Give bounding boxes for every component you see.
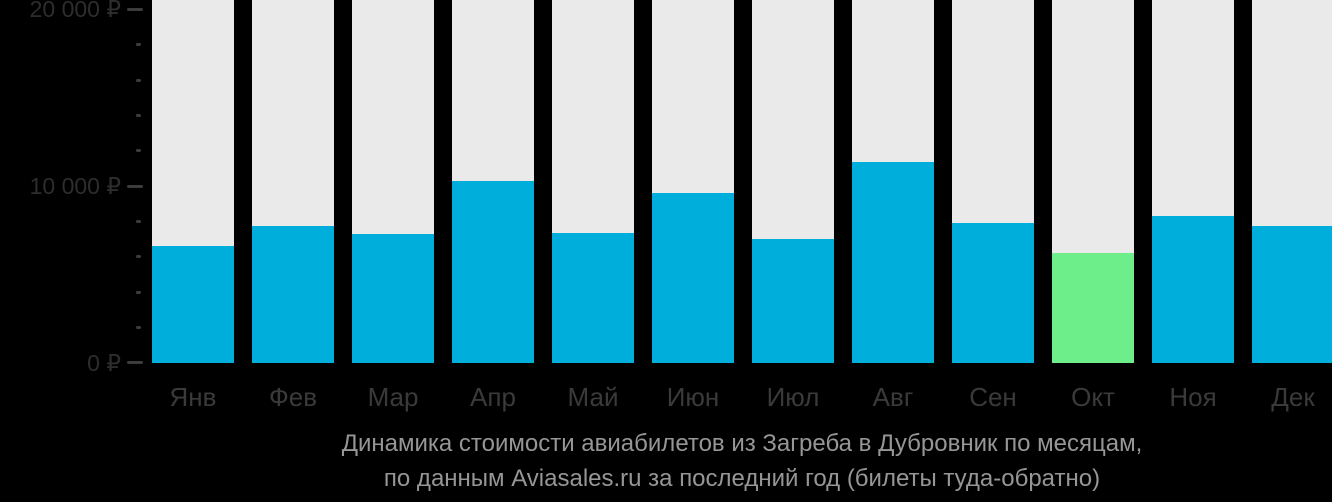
x-tick-label: Авг [872, 382, 914, 412]
bar-column [852, 0, 934, 363]
x-tick-label: Ноя [1169, 382, 1217, 412]
x-tick-label: Фев [268, 382, 318, 412]
y-tick-minor [136, 78, 141, 82]
bar-column [952, 0, 1034, 363]
bar-авг[interactable] [852, 162, 934, 363]
y-tick-minor [136, 113, 141, 117]
y-tick-minor [136, 219, 141, 223]
caption-line-2: по данным Aviasales.ru за последний год … [383, 465, 1101, 492]
bar-окт[interactable] [1052, 253, 1134, 363]
y-tick-label: 10 000 ₽ [29, 173, 121, 200]
bar-апр[interactable] [452, 181, 534, 363]
bar-column [652, 0, 734, 363]
y-tick-minor [136, 290, 141, 294]
y-tick-major [127, 7, 143, 11]
bar-column [452, 0, 534, 363]
caption-line-1: Динамика стоимости авиабилетов из Загреб… [341, 430, 1143, 457]
bar-май[interactable] [552, 233, 634, 363]
y-tick-minor [136, 43, 141, 47]
bar-янв[interactable] [152, 246, 234, 363]
x-tick-label: Янв [169, 382, 217, 412]
bar-дек[interactable] [1252, 226, 1332, 363]
bar-ноя[interactable] [1152, 216, 1234, 363]
y-tick-label: 20 000 ₽ [29, 0, 121, 23]
x-tick-label: Сен [969, 382, 1017, 412]
x-tick-label: Июн [666, 382, 720, 412]
bar-column [752, 0, 834, 363]
x-tick-label: Дек [1271, 382, 1315, 412]
bar-июл[interactable] [752, 239, 834, 363]
y-tick-minor [136, 149, 141, 153]
y-tick-major [127, 361, 143, 365]
x-tick-label: Мар [367, 382, 419, 412]
x-tick-label: Апр [470, 382, 516, 412]
y-tick-major [127, 184, 143, 188]
y-tick-minor [136, 255, 141, 259]
bar-сен[interactable] [952, 223, 1034, 363]
bar-column [1152, 0, 1234, 363]
chart-caption: Динамика стоимости авиабилетов из Загреб… [152, 426, 1332, 496]
bar-июн[interactable] [652, 193, 734, 363]
x-tick-label: Июл [766, 382, 820, 412]
x-tick-label: Май [567, 382, 619, 412]
bar-column [1252, 0, 1332, 363]
y-tick-minor [136, 325, 141, 329]
bar-фев[interactable] [252, 226, 334, 363]
bar-column [1052, 0, 1134, 363]
y-tick-label: 0 ₽ [87, 349, 121, 376]
bar-column [152, 0, 234, 363]
bar-column [352, 0, 434, 363]
plot-area: 0 ₽ 10 000 ₽ 20 000 ₽ Янв Фев Мар Апр Май Июн Ию… [29, 0, 1332, 412]
bar-мар[interactable] [352, 234, 434, 363]
bar-column [252, 0, 334, 363]
x-tick-label: Окт [1071, 382, 1115, 412]
bar-column [552, 0, 634, 363]
